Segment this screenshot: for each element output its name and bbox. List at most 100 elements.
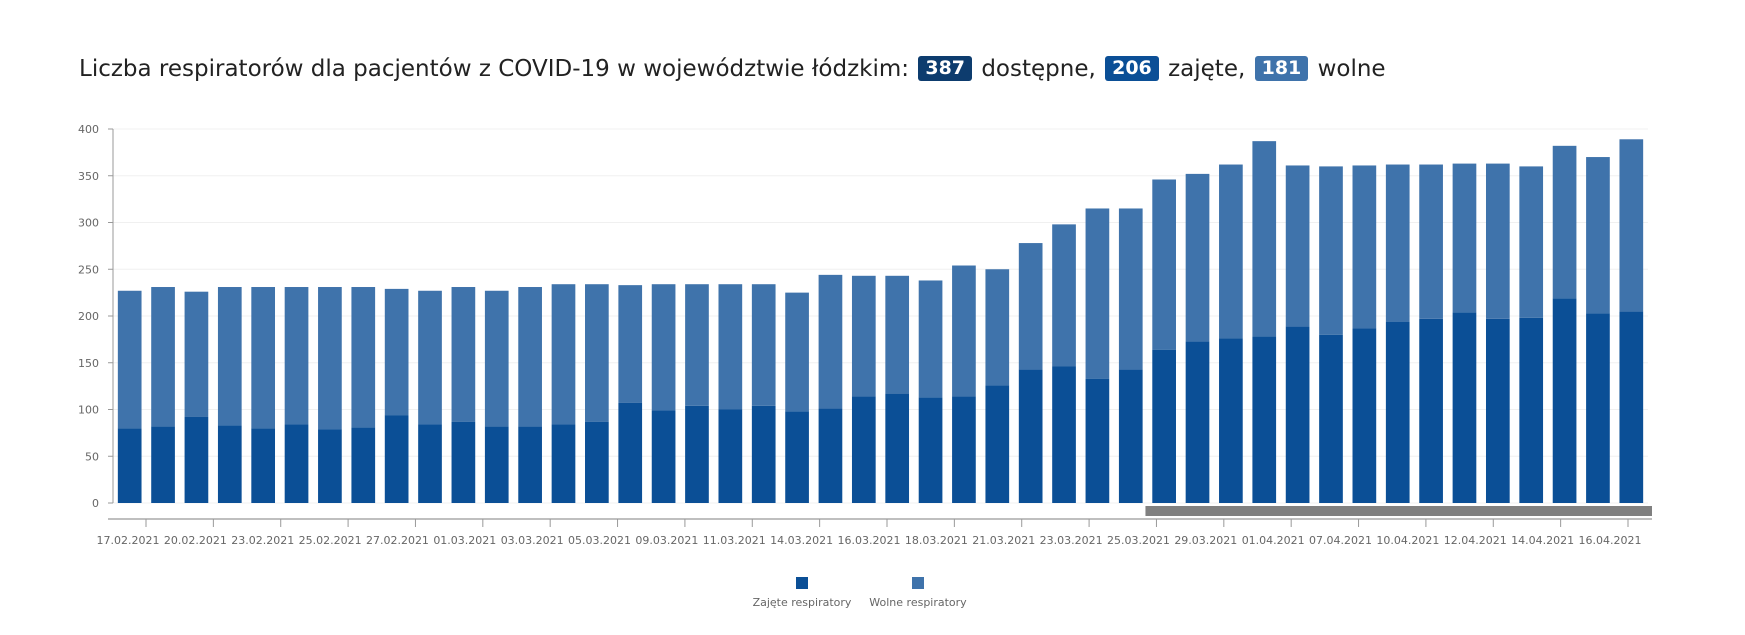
y-tick-label: 150 [78,357,99,370]
x-tick-label: 14.03.2021 [770,534,833,547]
bar-occupied [484,426,509,503]
x-tick-label: 21.03.2021 [972,534,1035,547]
bar-free [718,284,743,410]
bar-occupied [751,405,776,503]
x-tick-label: 23.03.2021 [1040,534,1103,547]
x-tick-label: 07.04.2021 [1309,534,1372,547]
bar-occupied [1619,311,1644,503]
x-tick-label: 20.02.2021 [164,534,227,547]
bar-free [1152,179,1176,350]
bar-occupied [985,385,1010,503]
bar-occupied [1485,318,1510,503]
bar-free [151,287,175,427]
bar-free [1519,166,1544,318]
bar-free [551,284,576,425]
bar-occupied [818,408,843,503]
occupied-label: zajęte, [1168,56,1246,82]
bar-free [1319,166,1343,335]
bar-free [851,275,876,397]
bar-occupied [785,411,809,503]
bar-occupied [284,424,309,503]
chart-title: Liczba respiratorów dla pacjentów z COVI… [79,56,1386,82]
bar-free [1252,141,1277,337]
bar-free [1552,145,1577,299]
bar-occupied [885,393,910,503]
bar-occupied [952,396,976,503]
occupied-badge: 206 [1105,56,1159,81]
bar-free [351,287,376,428]
bar-occupied [718,409,743,503]
bar-occupied [1586,313,1610,503]
bar-free [1219,164,1243,339]
bar-occupied [1419,318,1443,503]
bar-occupied [618,402,643,503]
x-tick-label: 18.03.2021 [905,534,968,547]
bar-occupied [418,424,442,503]
bar-free [1385,164,1410,322]
bar-free [785,292,809,412]
bar-free [1485,163,1510,319]
bar-occupied [918,397,943,503]
bar-occupied [451,421,476,503]
bar-occupied [1052,366,1076,503]
bar-free [685,284,709,406]
bar-free [1085,208,1110,379]
bar-occupied [217,425,242,503]
bar-free [318,287,342,430]
bar-occupied [1252,336,1277,503]
bar-free [184,291,209,417]
y-tick-label: 100 [78,404,99,417]
y-tick-label: 200 [78,310,99,323]
bar-free [1419,164,1443,319]
bar-occupied [251,428,276,503]
x-tick-label: 05.03.2021 [568,534,631,547]
x-tick-label: 16.03.2021 [838,534,901,547]
bar-occupied [518,426,542,503]
bar-free [451,287,476,422]
x-tick-label: 27.02.2021 [366,534,429,547]
x-tick-label: 10.04.2021 [1376,534,1439,547]
bar-free [1586,157,1610,314]
bar-free [251,287,276,429]
bar-free [818,274,843,409]
free-label: wolne [1317,56,1386,82]
bar-occupied [1219,338,1243,503]
title-prefix: Liczba respiratorów dla pacjentów z COVI… [79,56,910,82]
x-tick-label: 01.03.2021 [433,534,496,547]
bar-occupied [117,428,142,503]
bar-free [1052,224,1076,367]
bar-free [1285,165,1310,327]
y-tick-label: 350 [78,170,99,183]
bar-occupied [1319,334,1343,503]
bar-free [618,285,643,403]
bar-free [1452,163,1477,313]
legend-swatch [796,577,808,589]
legend-label: Zajęte respiratory [753,596,852,609]
bar-occupied [351,427,376,503]
legend-swatch [912,577,924,589]
bar-free [885,275,910,394]
x-tick-label: 17.02.2021 [97,534,160,547]
x-tick-label: 12.04.2021 [1444,534,1507,547]
x-tick-label: 23.02.2021 [231,534,294,547]
free-badge: 181 [1254,56,1309,81]
available-label: dostępne, [981,56,1096,82]
bar-free [217,287,242,426]
bar-occupied [151,426,175,503]
bar-occupied [1152,349,1176,503]
bar-occupied [551,424,576,503]
bar-occupied [184,416,209,503]
bar-occupied [851,396,876,503]
bar-free [985,269,1010,386]
bar-free [1185,173,1210,342]
bar-occupied [685,405,709,503]
x-tick-label: 03.03.2021 [501,534,564,547]
x-tick-label: 25.03.2021 [1107,534,1170,547]
bar-free [418,290,442,425]
legend-label: Wolne respiratory [869,596,967,609]
x-tick-label: 11.03.2021 [703,534,766,547]
bar-occupied [1085,378,1110,503]
bar-free [384,288,409,416]
bar-occupied [651,410,676,503]
